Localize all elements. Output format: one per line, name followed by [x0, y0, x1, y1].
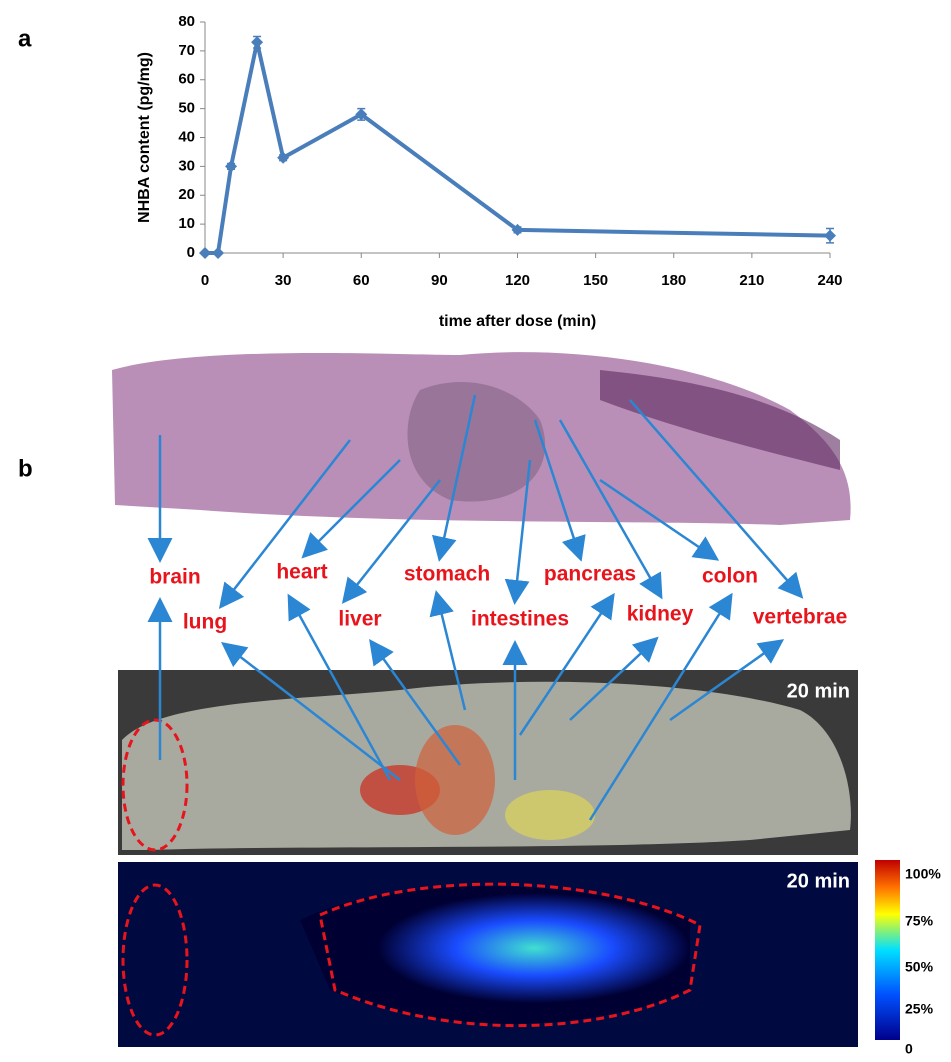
time-label: 20 min	[787, 680, 850, 702]
data-point	[225, 160, 237, 172]
y-tick-label: 0	[187, 244, 195, 261]
x-tick-label: 210	[739, 272, 764, 289]
tissue-region	[505, 790, 595, 840]
y-tick-label: 20	[178, 186, 195, 203]
x-tick-label: 30	[275, 272, 292, 289]
colorbar-label: 50%	[905, 959, 934, 975]
time-label: 20 min	[787, 870, 850, 892]
y-tick-label: 50	[178, 100, 195, 117]
organ-label: heart	[276, 561, 327, 584]
y-tick-label: 60	[178, 71, 195, 88]
colorbar-label: 100%	[905, 866, 941, 882]
data-point	[212, 247, 224, 259]
data-point	[199, 247, 211, 259]
x-tick-label: 90	[431, 272, 448, 289]
data-point	[824, 230, 836, 242]
tissue-region	[415, 725, 495, 835]
y-tick-label: 40	[178, 128, 195, 145]
y-axis-label: NHBA content (pg/mg)	[136, 52, 153, 223]
panel-label: a	[18, 25, 32, 52]
panel-label: b	[18, 455, 33, 482]
y-tick-label: 70	[178, 42, 195, 59]
y-tick-label: 30	[178, 157, 195, 174]
x-axis-label: time after dose (min)	[439, 313, 596, 330]
y-tick-label: 10	[178, 215, 195, 232]
organ-label: stomach	[404, 563, 490, 586]
data-point	[251, 36, 263, 48]
colorbar	[875, 860, 900, 1040]
colorbar-label: 25%	[905, 1001, 934, 1017]
line-chart: 0 10 20 30 40 50 60 70 80 0 30 60 90 120 150 180 210 240 t…	[136, 13, 842, 330]
x-tick-label: 60	[353, 272, 370, 289]
organ-label: pancreas	[544, 563, 636, 586]
x-tick-label: 0	[201, 272, 209, 289]
x-tick-label: 120	[505, 272, 530, 289]
figure: a b 0 10 20 30 40 50 60 70 80 0 30 60 90 120 150 180 210…	[0, 0, 951, 1057]
colorbar-label: 75%	[905, 913, 934, 929]
x-tick-label: 150	[583, 272, 608, 289]
data-line	[205, 42, 830, 253]
organ-label: liver	[338, 608, 381, 631]
x-tick-label: 180	[661, 272, 686, 289]
x-tick-label: 240	[817, 272, 842, 289]
organ-label: brain	[149, 566, 200, 589]
colorbar-label: 0	[905, 1041, 913, 1057]
organ-label: colon	[702, 565, 758, 588]
y-tick-label: 80	[178, 13, 195, 30]
organ-label: kidney	[627, 603, 694, 626]
organ-label: intestines	[471, 608, 569, 631]
organ-label: vertebrae	[753, 606, 848, 629]
organ-label: lung	[183, 611, 227, 634]
